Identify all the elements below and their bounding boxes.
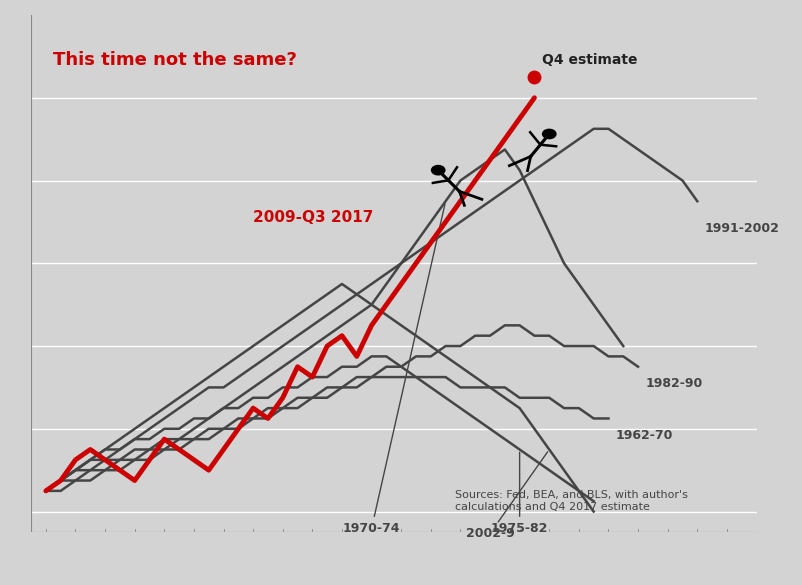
Text: This time not the same?: This time not the same? (53, 51, 297, 69)
Text: 1982-90: 1982-90 (646, 377, 703, 390)
Text: Sources: Fed, BEA, and BLS, with author's
calculations and Q4 2017 estimate: Sources: Fed, BEA, and BLS, with author'… (456, 490, 688, 511)
Text: Q4 estimate: Q4 estimate (542, 53, 638, 67)
Text: 1975-82: 1975-82 (491, 452, 549, 535)
Text: 1970-74: 1970-74 (342, 204, 445, 535)
Text: 2009-Q3 2017: 2009-Q3 2017 (253, 210, 374, 225)
Circle shape (431, 166, 445, 175)
Circle shape (543, 129, 556, 139)
Text: 1962-70: 1962-70 (616, 429, 673, 442)
Text: 2002-9: 2002-9 (466, 452, 548, 540)
Text: 1991-2002: 1991-2002 (705, 222, 780, 235)
